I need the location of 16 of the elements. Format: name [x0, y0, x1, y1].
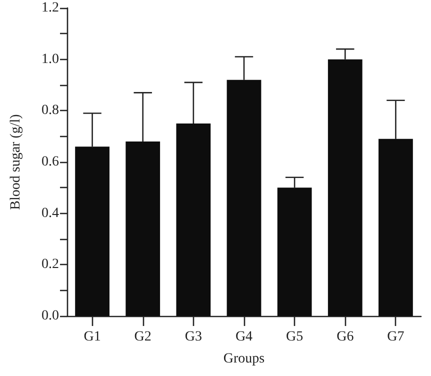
x-tick-label: G7 [387, 330, 404, 344]
y-axis-title: Blood sugar (g/l) [8, 114, 24, 210]
y-tick-label: 0.4 [42, 206, 59, 221]
x-tick-label: G2 [134, 330, 152, 344]
x-tick-label: G6 [336, 330, 354, 344]
x-tick-label: G3 [184, 330, 202, 344]
x-tick-label: G1 [84, 330, 101, 344]
x-axis-title: Groups [223, 352, 265, 366]
y-tick-label: 0.8 [42, 103, 59, 118]
y-tick-label: 0.2 [42, 257, 59, 272]
y-tick-label: 0.6 [42, 154, 59, 170]
y-tick-label: 1.2 [42, 0, 59, 16]
x-tick-label: G4 [235, 330, 253, 344]
y-tick-label: 1.0 [42, 52, 59, 67]
x-tick-label: G5 [286, 330, 304, 344]
y-tick-label: 0.0 [42, 308, 59, 324]
